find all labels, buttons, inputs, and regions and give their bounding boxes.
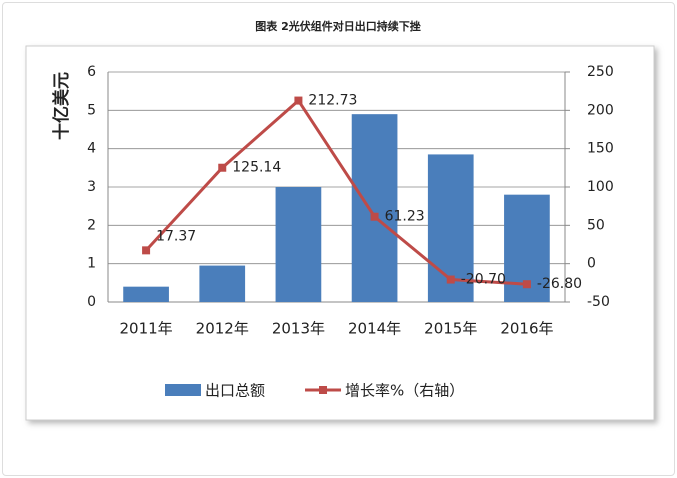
y2-tick-label: 50: [587, 217, 605, 233]
x-tick-label: 2013年: [272, 320, 325, 338]
marker: [294, 96, 303, 105]
y-tick-label: 5: [87, 102, 96, 118]
y2-tick-label: 100: [587, 179, 614, 195]
y2-tick-label: 250: [587, 64, 614, 80]
line: [144, 98, 528, 286]
data-label: -20.70: [461, 272, 506, 288]
x-tick-label: 2014年: [348, 320, 401, 338]
bar: [123, 286, 169, 302]
data-label: 61.23: [385, 209, 425, 225]
data-label: -26.80: [537, 276, 582, 292]
x-tick-label: 2011年: [119, 320, 172, 338]
data-label: 17.37: [156, 228, 196, 244]
y-tick-label: 4: [87, 141, 96, 157]
data-label: 125.14: [232, 160, 281, 176]
y2-tick-label: -50: [587, 294, 610, 310]
y-axis-label: 十亿美元: [51, 72, 72, 140]
bar: [351, 114, 398, 303]
y2-tick-label: 150: [587, 141, 614, 157]
legend-label: 增长率%（右轴）: [345, 382, 464, 400]
y2-tick-label: 200: [587, 102, 614, 118]
legend-label: 出口总额: [205, 382, 265, 400]
y-tick-label: 1: [87, 256, 96, 272]
legend-swatch: [319, 386, 328, 394]
legend-swatch: [165, 384, 201, 396]
y-tick-label: 2: [87, 217, 96, 233]
marker: [370, 212, 379, 221]
y-tick-label: 6: [87, 64, 96, 80]
marker: [218, 163, 227, 172]
y-tick-label: 0: [87, 294, 96, 310]
bar: [199, 265, 246, 302]
x-tick-label: 2015年: [424, 320, 477, 338]
x-tick-label: 2016年: [500, 320, 553, 338]
marker: [446, 275, 455, 284]
marker: [522, 280, 531, 289]
marker: [142, 246, 151, 255]
y2-tick-label: 0: [587, 256, 596, 272]
y-tick-label: 3: [87, 179, 96, 195]
x-tick-label: 2012年: [196, 320, 249, 338]
chart-title: 图表 2光伏组件对日出口持续下挫: [255, 19, 420, 33]
bar: [275, 187, 322, 302]
data-label: 212.73: [308, 93, 357, 109]
